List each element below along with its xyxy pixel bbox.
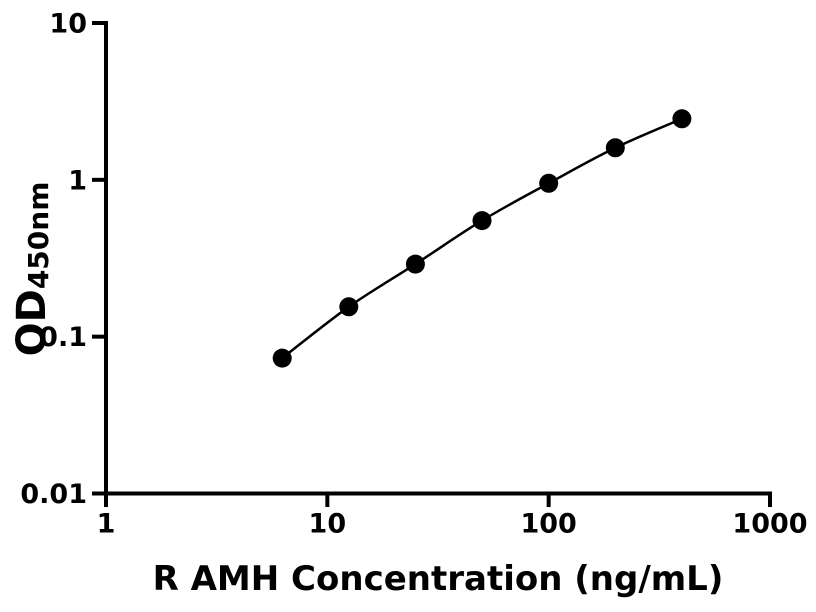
y-axis-title-subscript: 450nm — [22, 182, 55, 290]
x-tick-label: 100 — [520, 509, 576, 540]
y-tick-label: 0.1 — [39, 322, 87, 353]
data-point — [339, 297, 359, 317]
y-axis-title-main: OD — [9, 289, 55, 356]
data-point — [605, 138, 625, 158]
x-tick-label: 1 — [97, 509, 116, 540]
x-axis-title: R AMH Concentration (ng/mL) — [153, 559, 724, 599]
data-point — [272, 348, 292, 368]
y-tick-label: 10 — [49, 9, 87, 40]
data-point — [539, 173, 559, 193]
plot-area: 0.01 0.1 1 10 1 10 100 1000 — [20, 9, 807, 540]
y-axis-title: OD450nm — [9, 182, 55, 357]
data-point — [472, 211, 492, 231]
x-tick-label: 1000 — [732, 509, 807, 540]
y-tick-label: 0.01 — [20, 479, 87, 510]
data-point — [405, 254, 425, 274]
curve-line — [281, 117, 683, 360]
data-point — [672, 109, 692, 129]
x-tick-label: 10 — [309, 509, 347, 540]
y-tick-label: 1 — [68, 165, 87, 196]
